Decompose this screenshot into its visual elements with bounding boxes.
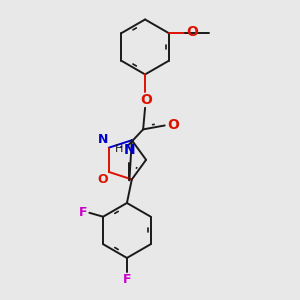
Text: N: N (124, 143, 135, 157)
Text: F: F (79, 206, 87, 219)
Text: O: O (98, 173, 108, 186)
Text: O: O (140, 93, 152, 107)
Text: N: N (98, 133, 108, 146)
Text: H: H (115, 144, 124, 154)
Text: O: O (187, 25, 198, 39)
Text: O: O (168, 118, 179, 133)
Text: F: F (123, 273, 131, 286)
